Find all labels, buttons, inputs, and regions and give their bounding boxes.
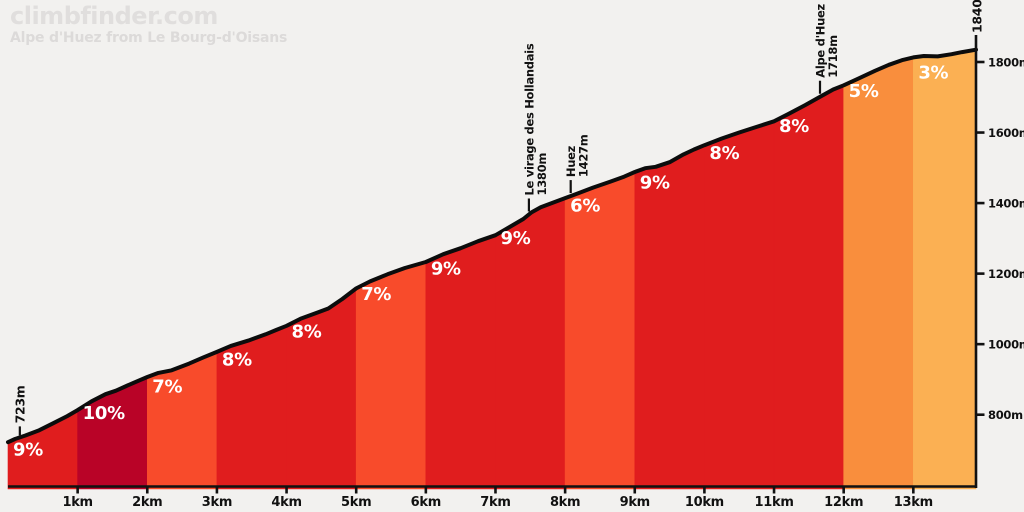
start-elevation-label: 723m [12, 385, 27, 423]
gradient-label: 8% [779, 116, 809, 137]
gradient-segment [564, 171, 636, 490]
gradient-segment [704, 120, 775, 490]
x-tick-label: 4km [271, 495, 301, 510]
x-tick-label: 5km [341, 495, 371, 510]
gradient-label: 9% [13, 440, 43, 461]
x-tick-label: 7km [480, 495, 510, 510]
poi-elevation-label: 1427m [577, 134, 591, 177]
x-tick-label: 10km [685, 495, 724, 510]
y-tick-label: 1800m [988, 56, 1024, 70]
y-tick-label: 1000m [988, 338, 1024, 352]
gradient-segment [913, 49, 977, 490]
x-tick-label: 1km [62, 495, 92, 510]
brand-logo: climbfinder.com [10, 2, 218, 30]
gradient-label: 10% [83, 403, 125, 424]
gradient-label: 6% [570, 196, 600, 217]
y-tick-label: 800m [988, 408, 1023, 422]
gradient-label: 9% [640, 172, 670, 193]
gradient-segment [773, 84, 844, 490]
poi-name-label: Alpe d'Huez [814, 3, 828, 77]
x-tick-label: 11km [754, 495, 793, 510]
y-tick-label: 1600m [988, 126, 1024, 140]
summit-elevation-label: 1840m [970, 0, 985, 33]
profile-line [6, 47, 978, 445]
gradient-label: 7% [152, 377, 182, 398]
climb-title: Alpe d'Huez from Le Bourg-d'Oisans [10, 30, 288, 47]
x-tick-label: 3km [202, 495, 232, 510]
gradient-label: 9% [500, 228, 530, 249]
poi-elevation-label: 1380m [535, 153, 549, 196]
poi-name-label: Le virage des Hollandais [522, 43, 536, 195]
x-tick-label: 6km [411, 495, 441, 510]
poi-name-label: Huez [564, 145, 578, 177]
y-tick-label: 1200m [988, 267, 1024, 281]
poi-elevation-label: 1718m [826, 35, 840, 78]
x-tick-label: 9km [620, 495, 650, 510]
x-tick-label: 13km [894, 495, 933, 510]
gradient-label: 8% [222, 349, 252, 370]
gradient-label: 7% [361, 284, 391, 305]
gradient-segment [843, 57, 914, 490]
gradient-segment [634, 144, 705, 490]
gradient-label: 8% [292, 322, 322, 343]
gradient-label: 5% [849, 81, 879, 102]
x-tick-label: 8km [550, 495, 580, 510]
gradient-label: 3% [918, 62, 948, 83]
header: climbfinder.com Alpe d'Huez from Le Bour… [10, 2, 288, 47]
x-tick-label: 12km [824, 495, 863, 510]
x-tick-label: 2km [132, 495, 162, 510]
gradient-label: 9% [431, 259, 461, 280]
gradient-label: 8% [709, 143, 739, 164]
y-tick-label: 1400m [988, 197, 1024, 211]
